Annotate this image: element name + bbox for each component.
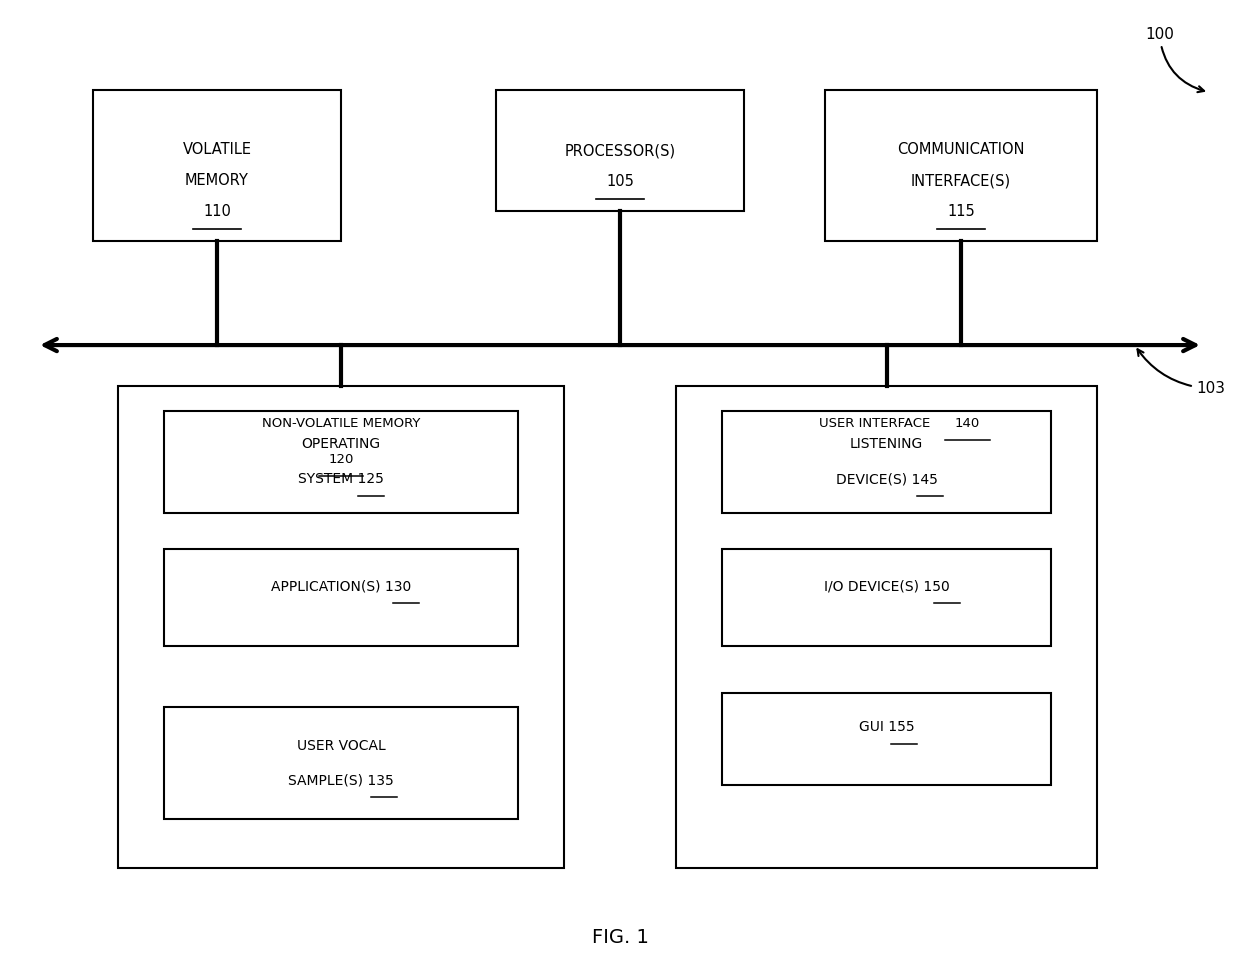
- Text: OPERATING: OPERATING: [301, 437, 381, 451]
- Bar: [676, 386, 1097, 868]
- Bar: [165, 549, 517, 646]
- Text: SYSTEM 125: SYSTEM 125: [298, 472, 384, 486]
- Text: 105: 105: [606, 174, 634, 190]
- Text: 110: 110: [203, 204, 231, 220]
- Bar: [93, 89, 341, 241]
- Text: COMMUNICATION: COMMUNICATION: [898, 142, 1024, 157]
- Text: 140: 140: [955, 417, 980, 430]
- Text: GUI 155: GUI 155: [859, 720, 914, 734]
- Bar: [825, 89, 1097, 241]
- Text: 120: 120: [329, 453, 353, 466]
- Bar: [165, 708, 517, 818]
- Text: I/O DEVICE(S) 150: I/O DEVICE(S) 150: [823, 579, 950, 593]
- Text: PROCESSOR(S): PROCESSOR(S): [564, 143, 676, 158]
- Text: USER INTERFACE: USER INTERFACE: [818, 417, 930, 430]
- Text: 100: 100: [1145, 26, 1204, 92]
- Bar: [165, 410, 517, 513]
- Text: 103: 103: [1137, 349, 1225, 397]
- Text: INTERFACE(S): INTERFACE(S): [911, 173, 1011, 189]
- Text: LISTENING: LISTENING: [849, 437, 924, 451]
- Text: SAMPLE(S) 135: SAMPLE(S) 135: [288, 774, 394, 787]
- Bar: [496, 90, 744, 212]
- Bar: [118, 386, 564, 868]
- Text: NON-VOLATILE MEMORY: NON-VOLATILE MEMORY: [262, 417, 420, 430]
- Bar: [722, 410, 1052, 513]
- Text: MEMORY: MEMORY: [185, 173, 249, 189]
- Text: USER VOCAL: USER VOCAL: [296, 739, 386, 752]
- Text: VOLATILE: VOLATILE: [182, 142, 252, 157]
- Bar: [722, 692, 1052, 785]
- Text: APPLICATION(S) 130: APPLICATION(S) 130: [270, 579, 412, 593]
- Text: FIG. 1: FIG. 1: [591, 928, 649, 948]
- Bar: [722, 549, 1052, 646]
- Text: DEVICE(S) 145: DEVICE(S) 145: [836, 472, 937, 486]
- Text: 115: 115: [947, 204, 975, 220]
